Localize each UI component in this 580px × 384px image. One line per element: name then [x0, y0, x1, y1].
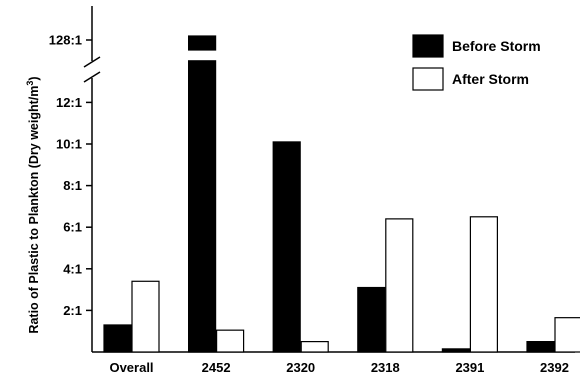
- bar-before-storm: [441, 348, 470, 353]
- bar-before-storm-upper: [188, 35, 217, 51]
- y-tick-label: 10:1: [56, 137, 82, 152]
- bar-after-storm: [131, 280, 160, 353]
- bar-after-storm: [385, 218, 414, 353]
- y-tick-label: 8:1: [63, 178, 82, 193]
- y-axis-title-superscript: 3: [25, 81, 35, 86]
- legend-label: After Storm: [452, 71, 529, 87]
- legend: Before Storm After Storm: [412, 34, 541, 91]
- bar-before-storm: [103, 324, 132, 353]
- y-tick-label: 128:1: [49, 33, 82, 48]
- x-category-label: Overall: [109, 360, 153, 375]
- x-category-label: 2392: [540, 360, 569, 375]
- y-axis-title-main: Ratio of Plastic to Plankton (Dry weight…: [27, 86, 41, 334]
- y-tick-label: 12:1: [56, 95, 82, 110]
- axis-break-mark: [83, 71, 101, 83]
- bar-after-storm: [469, 216, 498, 353]
- x-category-label: 2391: [455, 360, 484, 375]
- bar-before-storm: [357, 286, 386, 353]
- y-tick-label: 6:1: [63, 220, 82, 235]
- chart-bars: [103, 35, 580, 353]
- x-category-label: 2320: [286, 360, 315, 375]
- y-axis-title-close: ): [27, 76, 41, 80]
- x-category-label: 2452: [202, 360, 231, 375]
- bar-before-storm: [188, 60, 217, 353]
- bar-after-storm: [216, 329, 245, 353]
- y-axis-title: Ratio of Plastic to Plankton (Dry weight…: [25, 76, 41, 333]
- bar-before-storm: [272, 141, 301, 353]
- x-axis-categories: Overall 2452 2320 2318 2391 2392: [109, 360, 569, 375]
- bar-after-storm: [554, 317, 580, 353]
- legend-swatch-after-storm: [412, 67, 444, 91]
- bar-before-storm: [526, 341, 555, 353]
- y-tick-label: 4:1: [63, 261, 82, 276]
- axis-break-mark: [83, 56, 101, 68]
- legend-label: Before Storm: [452, 38, 541, 54]
- y-tick-label: 2:1: [63, 303, 82, 318]
- bar-after-storm: [300, 341, 329, 353]
- y-axis-ticks: 2:1 4:1 6:1 8:1 10:1 12:1 128:1: [49, 33, 92, 318]
- x-category-label: 2318: [371, 360, 400, 375]
- legend-swatch-before-storm: [412, 34, 444, 58]
